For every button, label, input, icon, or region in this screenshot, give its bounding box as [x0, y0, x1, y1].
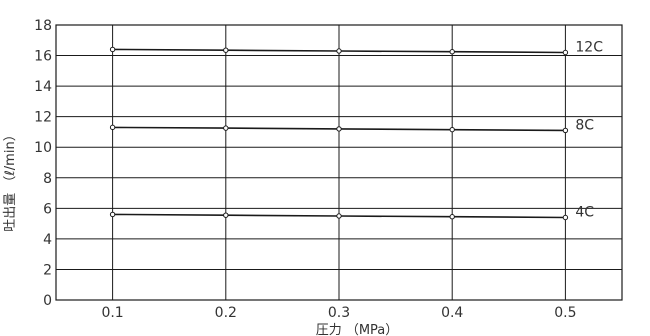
x-axis-title: 圧力 （MPa） — [316, 323, 399, 336]
data-point-8c — [449, 126, 455, 133]
x-tick-label: 0.3 — [328, 305, 350, 321]
y-tick-label: 0 — [43, 293, 52, 309]
y-tick-label: 8 — [43, 171, 52, 187]
y-tick-label: 14 — [34, 79, 52, 95]
y-tick-label: 2 — [43, 262, 52, 278]
data-point-8c — [562, 127, 569, 134]
x-tick-label: 0.1 — [101, 305, 123, 321]
data-point-12c — [336, 48, 342, 54]
data-point-8c — [223, 125, 229, 131]
data-point-4c — [223, 212, 229, 218]
series-label-8c: 8C — [575, 117, 594, 133]
y-tick-label: 4 — [43, 232, 52, 248]
data-point-8c — [336, 126, 342, 132]
data-point-12c — [223, 47, 229, 53]
data-point-4c — [336, 213, 342, 219]
y-tick-label: 12 — [34, 110, 52, 126]
series-label-4c: 4C — [575, 205, 594, 221]
series-label-12c: 12C — [575, 40, 603, 56]
y-tick-label: 6 — [43, 201, 52, 217]
data-point-4c — [562, 214, 569, 221]
plot-frame — [55, 24, 623, 301]
data-point-4c — [449, 214, 455, 220]
x-tick-label: 0.5 — [554, 305, 576, 321]
data-point-4c — [109, 211, 116, 218]
y-tick-label: 16 — [34, 49, 52, 65]
grid — [56, 25, 622, 300]
series-layer: 12C 8C 4C — [109, 40, 603, 221]
data-point-8c — [109, 124, 116, 131]
y-tick-label: 18 — [34, 18, 52, 34]
x-tick-label: 0.2 — [215, 305, 237, 321]
data-point-12c — [449, 49, 455, 55]
x-tick-label: 0.4 — [441, 305, 463, 321]
y-tick-label: 10 — [34, 140, 52, 156]
data-point-12c — [562, 49, 569, 56]
tick-labels: 0 2 4 6 8 10 12 14 16 18 0.1 0.2 0.3 0.4 0.5 — [34, 18, 576, 321]
y-axis-title: 吐出量 （ℓ/min） — [3, 128, 18, 231]
data-point-12c — [109, 46, 116, 53]
